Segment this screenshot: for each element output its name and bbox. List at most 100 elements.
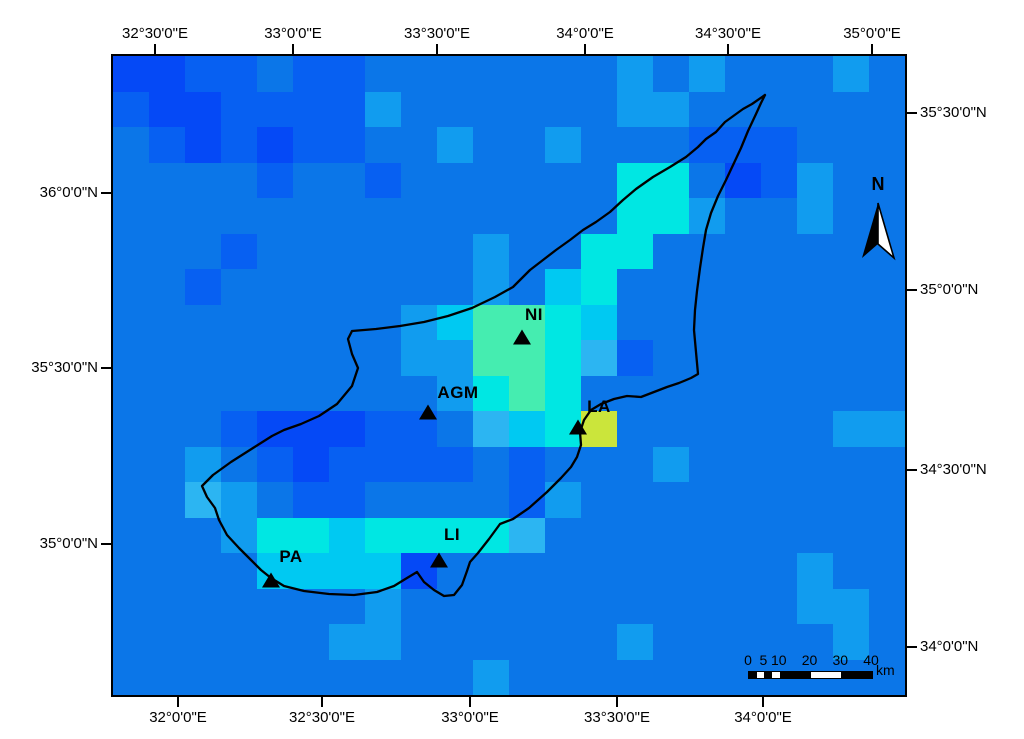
raster-cell: [509, 162, 545, 198]
raster-cell: [185, 375, 221, 411]
raster-cell: [113, 517, 149, 553]
raster-cell: [797, 56, 833, 92]
raster-cell: [545, 91, 581, 127]
raster-cell: [329, 233, 365, 269]
raster-cell: [113, 127, 149, 163]
raster-cell: [113, 56, 149, 92]
raster-cell: [257, 446, 293, 482]
raster-cell: [689, 56, 725, 92]
raster-cell: [185, 91, 221, 127]
raster-cell: [797, 269, 833, 305]
raster-cell: [329, 340, 365, 376]
raster-cell: [221, 162, 257, 198]
raster-cell: [293, 553, 329, 589]
raster-cell: [437, 624, 473, 660]
raster-cell: [257, 162, 293, 198]
raster-cell: [185, 446, 221, 482]
raster-cell: [329, 446, 365, 482]
raster-cell: [293, 304, 329, 340]
raster-cell: [761, 162, 797, 198]
raster-cell: [653, 624, 689, 660]
scalebar-tick-label: 10: [770, 652, 787, 668]
scalebar-white-segment: [756, 672, 765, 678]
axis-label-top: 35°0'0"E: [843, 25, 901, 42]
raster-cell: [869, 375, 905, 411]
raster-cell: [581, 446, 617, 482]
raster-cell: [653, 446, 689, 482]
raster-cell: [869, 269, 905, 305]
raster-cell: [113, 233, 149, 269]
raster-cell: [149, 375, 185, 411]
raster-cell: [437, 198, 473, 234]
raster-cell: [365, 659, 401, 695]
raster-cell: [653, 162, 689, 198]
raster-cell: [365, 56, 401, 92]
raster-cell: [509, 659, 545, 695]
raster-cell: [221, 91, 257, 127]
raster-cell: [293, 482, 329, 518]
raster-cell: [401, 198, 437, 234]
graticule-tick: [292, 44, 294, 54]
raster-cell: [257, 91, 293, 127]
raster-cell: [545, 517, 581, 553]
raster-cell: [545, 233, 581, 269]
raster-cell: [257, 588, 293, 624]
raster-cell: [149, 411, 185, 447]
raster-cell: [653, 482, 689, 518]
coastline-svg: [200, 93, 767, 598]
raster-cell: [869, 482, 905, 518]
raster-cell: [833, 127, 869, 163]
raster-cell: [113, 198, 149, 234]
raster-cell: [545, 588, 581, 624]
raster-cell: [761, 198, 797, 234]
raster-cell: [581, 517, 617, 553]
raster-cell: [365, 198, 401, 234]
raster-cell: [833, 340, 869, 376]
raster-cell: [689, 482, 725, 518]
raster-cell: [437, 269, 473, 305]
raster-cell: [797, 517, 833, 553]
raster-cell: [545, 553, 581, 589]
raster-cell: [761, 588, 797, 624]
raster-cell: [689, 659, 725, 695]
axis-label-top: 33°0'0"E: [264, 25, 322, 42]
scalebar-tick-label: 40: [863, 652, 879, 668]
raster-cell: [365, 91, 401, 127]
raster-cell: [329, 127, 365, 163]
raster-cell: [689, 411, 725, 447]
raster-cell: [653, 127, 689, 163]
scalebar-tick-label: 0: [744, 652, 752, 668]
raster-cell: [185, 127, 221, 163]
raster-cell: [149, 588, 185, 624]
station-marker-agm: [419, 404, 437, 420]
raster-cell: [761, 446, 797, 482]
raster-cell: [761, 517, 797, 553]
raster-cell: [833, 91, 869, 127]
raster-cell: [329, 482, 365, 518]
raster-cell: [365, 375, 401, 411]
raster-cell: [473, 553, 509, 589]
north-arrow: N: [848, 174, 905, 274]
raster-cell: [473, 56, 509, 92]
graticule-tick: [907, 469, 917, 471]
raster-cell: [401, 269, 437, 305]
raster-cell: [221, 198, 257, 234]
raster-cell: [581, 482, 617, 518]
raster-cell: [761, 553, 797, 589]
coastline-path: [200, 93, 767, 598]
raster-cell: [797, 127, 833, 163]
raster-cell: [761, 340, 797, 376]
raster-cell: [653, 340, 689, 376]
raster-cell: [617, 198, 653, 234]
station-label-la: LA: [587, 397, 611, 416]
raster-cell: [329, 269, 365, 305]
raster-cell: [329, 304, 365, 340]
graticule-tick: [436, 44, 438, 54]
raster-cell: [221, 269, 257, 305]
raster-cell: [509, 375, 545, 411]
raster-cell: [509, 56, 545, 92]
raster-cell: [149, 233, 185, 269]
raster-cell: [149, 624, 185, 660]
raster-cell: [833, 56, 869, 92]
raster-cell: [581, 162, 617, 198]
